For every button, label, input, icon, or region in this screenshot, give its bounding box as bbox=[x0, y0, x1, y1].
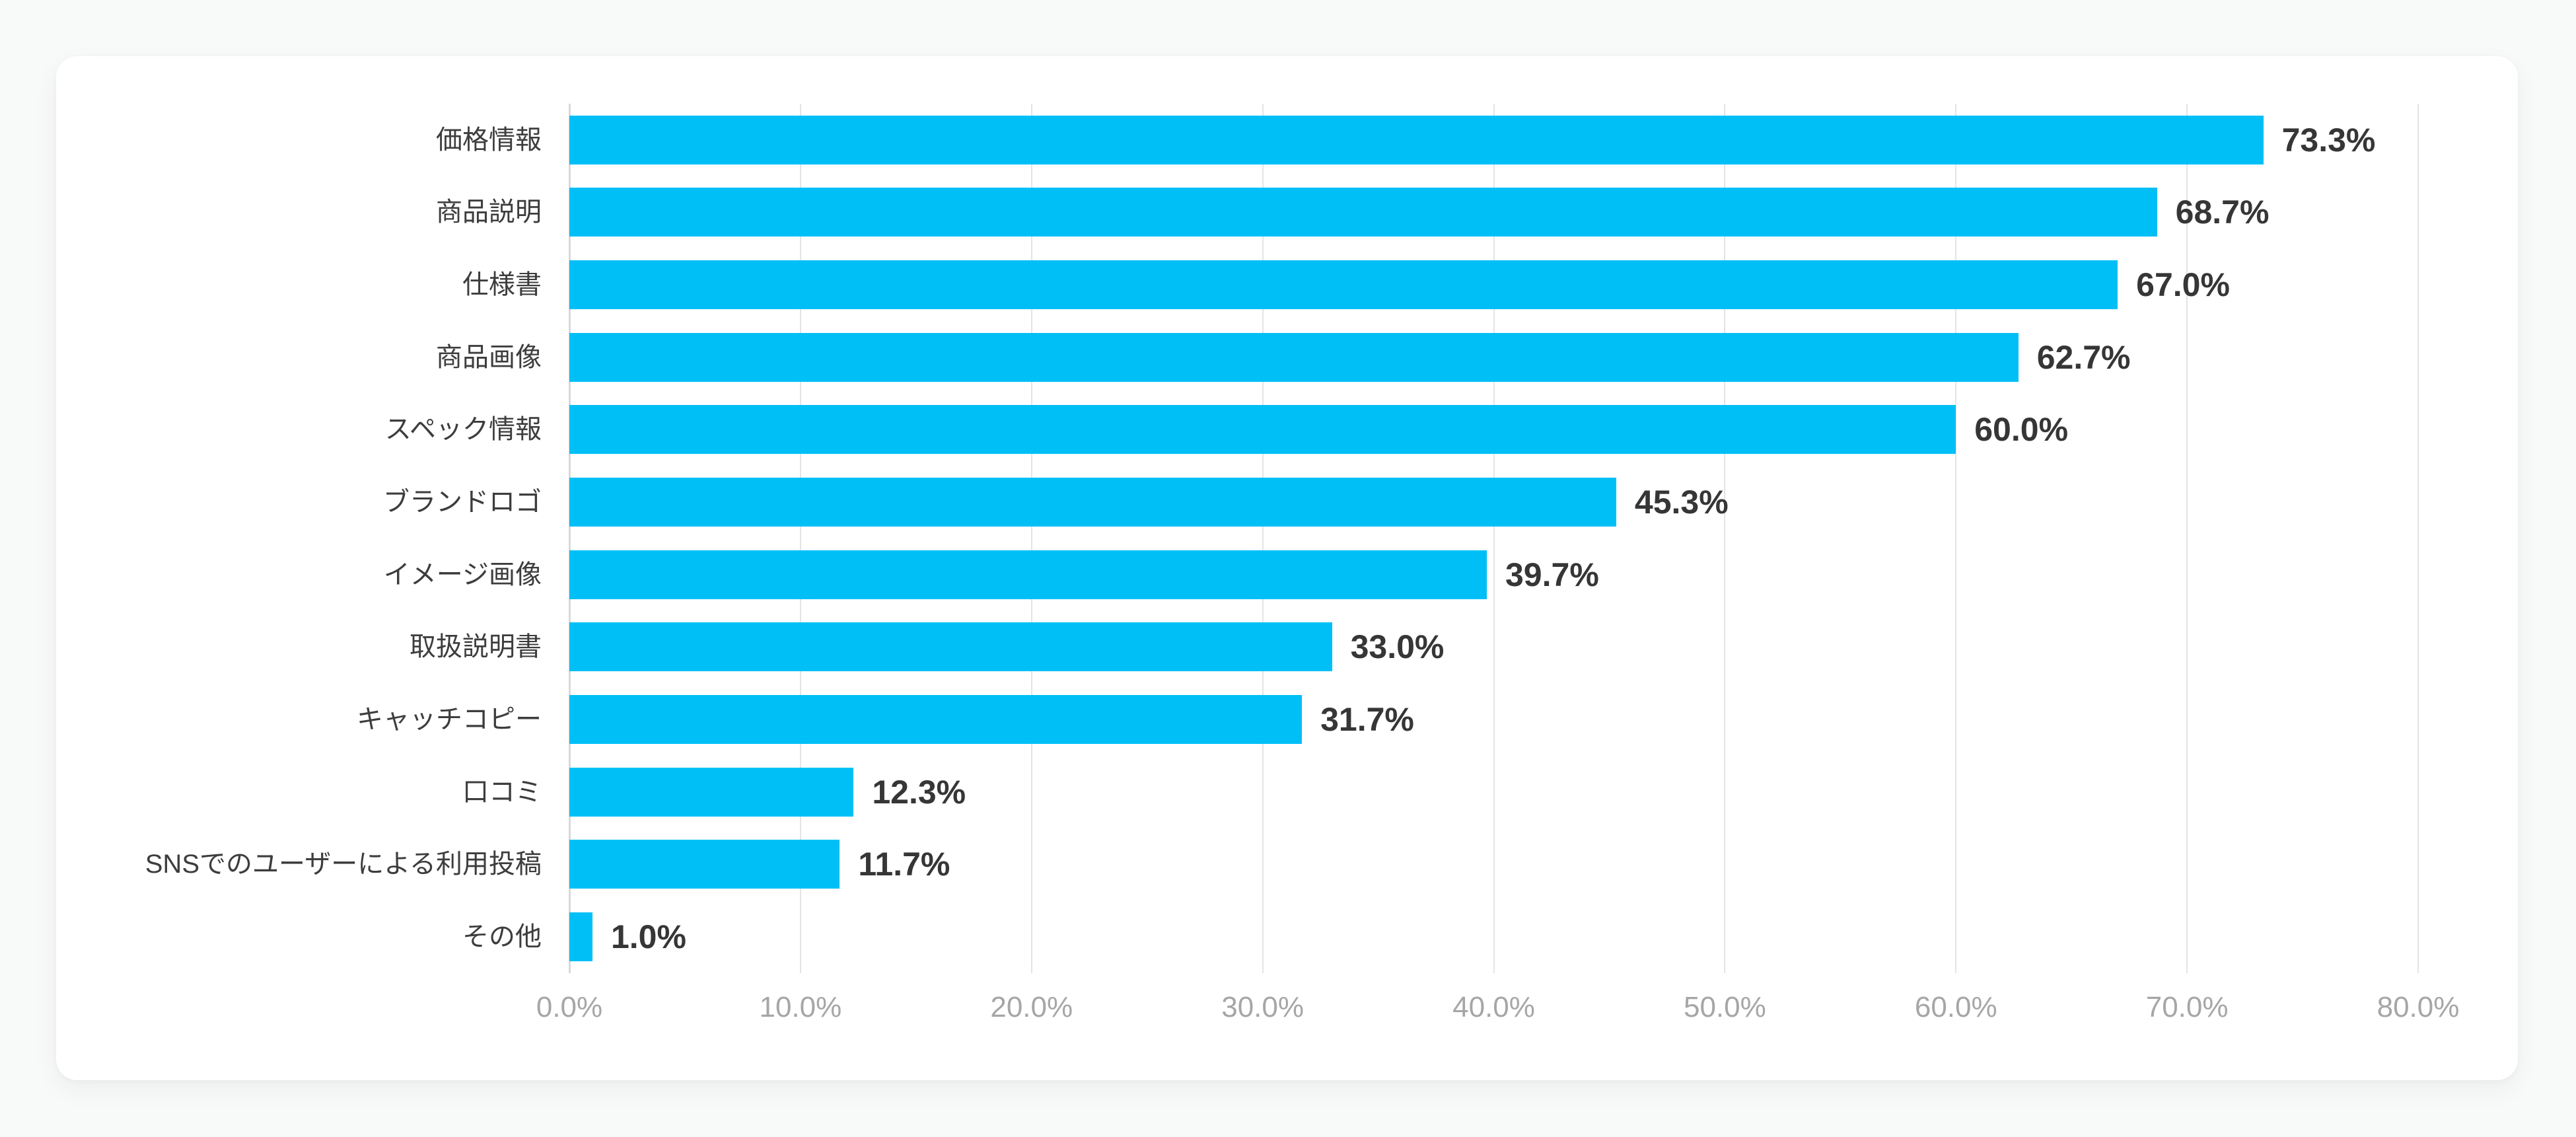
value-label: 1.0% bbox=[610, 918, 686, 956]
gridline bbox=[1955, 104, 1957, 973]
y-axis-line bbox=[569, 104, 571, 973]
category-label: スペック情報 bbox=[384, 415, 542, 445]
x-tick-label: 40.0% bbox=[1452, 991, 1535, 1023]
bar bbox=[569, 260, 2118, 310]
category-label: イメージ画像 bbox=[383, 560, 542, 589]
bar-row: SNSでのユーザーによる利用投稿 11.7% bbox=[145, 828, 2418, 901]
value-label: 68.7% bbox=[2175, 194, 2270, 231]
x-tick-label: 70.0% bbox=[2145, 991, 2229, 1023]
value-label: 11.7% bbox=[858, 846, 950, 883]
category-label: SNSでのユーザーによる利用投稿 bbox=[145, 850, 542, 879]
bar bbox=[569, 332, 2019, 382]
gridline bbox=[1724, 104, 1726, 973]
bar-row: 取扱説明書 33.0% bbox=[410, 611, 2418, 684]
category-label: 口コミ bbox=[462, 777, 542, 807]
value-label: 33.0% bbox=[1350, 628, 1445, 666]
category-label: 仕様書 bbox=[462, 270, 542, 300]
value-label: 62.7% bbox=[2036, 338, 2131, 376]
bar-row: その他 1.0% bbox=[462, 900, 2418, 973]
bar-row: キャッチコピー 31.7% bbox=[357, 683, 2418, 756]
x-tick-label: 30.0% bbox=[1221, 991, 1305, 1023]
gridline bbox=[1030, 104, 1032, 973]
bar bbox=[569, 405, 1956, 455]
bar-row: ブランドロゴ 45.3% bbox=[383, 466, 2418, 538]
x-tick-label: 10.0% bbox=[759, 991, 842, 1023]
category-label: 取扱説明書 bbox=[410, 632, 542, 662]
x-tick-label: 20.0% bbox=[990, 991, 1073, 1023]
bar-row: イメージ画像 39.7% bbox=[384, 538, 2418, 611]
value-label: 67.0% bbox=[2136, 266, 2230, 304]
bar-row: スペック情報 60.0% bbox=[385, 394, 2418, 466]
gridline bbox=[1262, 104, 1264, 973]
bar bbox=[569, 767, 854, 817]
bar-row: 仕様書 67.0% bbox=[462, 248, 2418, 321]
value-label: 60.0% bbox=[1974, 411, 2069, 449]
category-label: ブランドロゴ bbox=[383, 488, 542, 517]
gridline bbox=[2186, 104, 2188, 973]
gridline bbox=[2417, 104, 2419, 973]
value-label: 12.3% bbox=[872, 773, 966, 811]
category-label: 価格情報 bbox=[436, 125, 542, 155]
gridline bbox=[799, 104, 801, 973]
value-label: 45.3% bbox=[1634, 484, 1729, 521]
bar bbox=[569, 478, 1616, 527]
bar-row: 商品説明 68.7% bbox=[436, 176, 2418, 249]
category-label: 商品画像 bbox=[436, 342, 542, 372]
bar bbox=[569, 912, 592, 962]
bar bbox=[569, 115, 2264, 165]
x-tick-label: 80.0% bbox=[2377, 991, 2460, 1023]
bar bbox=[569, 695, 1303, 745]
gridline bbox=[1493, 104, 1495, 973]
bar bbox=[569, 550, 1487, 599]
bar bbox=[569, 840, 840, 889]
bar-row: 商品画像 62.7% bbox=[436, 321, 2418, 394]
value-label: 39.7% bbox=[1505, 556, 1599, 593]
bar-row: 価格情報 73.3% bbox=[436, 104, 2418, 176]
horizontal-bar-chart: 価格情報 73.3% 商品説明 68.7% 仕様書 67.0% 商品画像 62.7% スペック情… bbox=[145, 104, 2459, 1022]
x-tick-label: 0.0% bbox=[536, 991, 603, 1023]
category-label: キャッチコピー bbox=[357, 705, 542, 735]
bar bbox=[569, 622, 1332, 672]
category-label: その他 bbox=[462, 922, 542, 952]
x-tick-label: 60.0% bbox=[1914, 991, 1997, 1023]
chart-card: 価格情報 73.3% 商品説明 68.7% 仕様書 67.0% 商品画像 62.7% スペック情… bbox=[56, 56, 2518, 1080]
x-tick-label: 50.0% bbox=[1683, 991, 1766, 1023]
value-label: 31.7% bbox=[1320, 701, 1414, 739]
bar-row: 口コミ 12.3% bbox=[462, 756, 2418, 828]
value-label: 73.3% bbox=[2281, 121, 2376, 159]
category-label: 商品説明 bbox=[436, 198, 542, 227]
bar bbox=[569, 188, 2157, 237]
